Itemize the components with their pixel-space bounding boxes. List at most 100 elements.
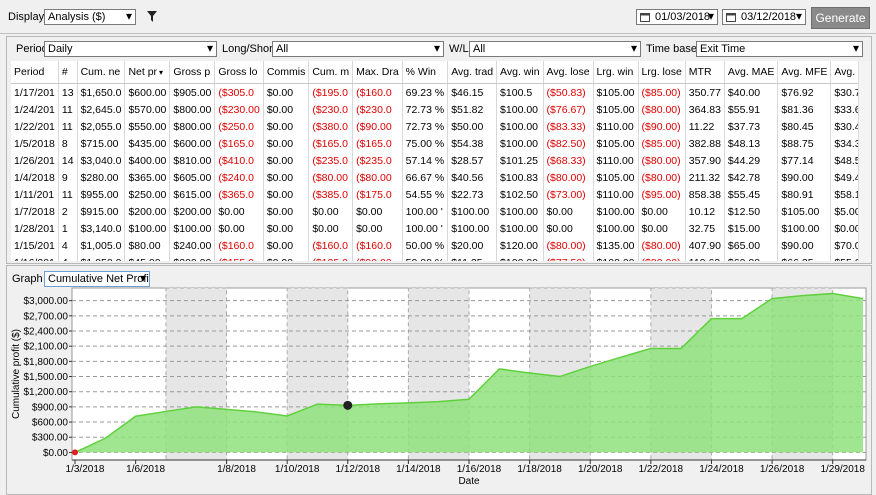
header-text: Net pr xyxy=(128,66,158,78)
table-cell: ($85.00) xyxy=(638,135,686,152)
generate-button[interactable]: Generate xyxy=(811,7,870,29)
table-cell: $100.00 xyxy=(496,254,544,261)
table-cell: ($160.0 xyxy=(214,237,264,254)
table-cell: $1,005.0 xyxy=(77,237,126,254)
table-cell: $0.00 xyxy=(263,203,310,220)
filter-icon[interactable] xyxy=(146,10,158,24)
start-date[interactable]: 01/03/2018 xyxy=(636,9,718,25)
table-cell: ($160.0 xyxy=(352,83,403,101)
column-header: Cum. ne xyxy=(77,61,126,84)
table-cell: $30.77 xyxy=(830,83,858,101)
table-cell: ($240.0 xyxy=(214,169,264,186)
table-row: 1/28/201 1 $3,140.0 $100.00 $100.00 $0.00 $0.0… xyxy=(11,220,858,237)
table-cell: ($235.0 xyxy=(352,152,403,169)
table-cell: $58.18 xyxy=(830,186,858,203)
table-cell: $49.44 xyxy=(830,169,858,186)
header-text: Cum. m xyxy=(312,66,350,78)
table-cell: ($90.00 xyxy=(352,118,403,135)
x-tick-label: 1/12/2018 xyxy=(336,464,381,475)
table-cell: 66.67 % xyxy=(402,169,449,186)
table-row: 1/26/201 14 $3,040.0 $400.00 $810.00 ($410.0 $… xyxy=(11,152,858,169)
table-row: 1/5/2018 8 $715.00 $435.00 $600.00 ($165.0 $0.… xyxy=(11,135,858,152)
table-cell: $105.00 xyxy=(593,101,639,118)
table-cell: ($195.0 xyxy=(308,83,354,101)
table-row: 1/22/201 11 $2,055.0 $550.00 $800.00 ($250.0 $… xyxy=(11,118,858,135)
table-cell: $105.00 xyxy=(777,203,832,220)
table-cell: 11 xyxy=(58,186,78,203)
table-cell: $22.73 xyxy=(447,186,498,203)
table-cell: $3,040.0 xyxy=(77,152,126,169)
table-cell: $570.00 xyxy=(124,101,171,118)
wl-select[interactable]: All xyxy=(469,41,641,57)
table-cell: $600.00 xyxy=(124,83,171,101)
table-cell: $435.00 xyxy=(124,135,171,152)
table-cell: $905.00 xyxy=(169,83,216,101)
column-header: Commis xyxy=(263,61,310,84)
table-cell: 4 xyxy=(58,254,78,261)
table-cell: $28.57 xyxy=(447,152,498,169)
table-cell: $200.00 xyxy=(169,254,216,261)
table-cell: $800.00 xyxy=(169,101,216,118)
x-axis-label: Date xyxy=(458,476,480,487)
table-cell: ($80.00 xyxy=(352,169,403,186)
table-row: 1/24/201 11 $2,645.0 $570.00 $800.00 ($230.00… xyxy=(11,101,858,118)
table-cell: $550.00 xyxy=(124,118,171,135)
graph-select[interactable]: Cumulative Net Profit xyxy=(44,271,150,287)
table-cell: $0.00 xyxy=(263,101,310,118)
stats-table: Period # Cum. ne Net pr ▾ Gross p Gross lo Comm… xyxy=(11,61,858,261)
long-short-select[interactable]: All xyxy=(272,41,444,57)
table-cell: $66.25 xyxy=(777,254,832,261)
table-cell: $80.45 xyxy=(777,118,832,135)
table-cell: $100.83 xyxy=(496,169,544,186)
table-cell: 1/5/2018 xyxy=(11,135,59,152)
table-row: 1/7/2018 2 $915.00 $200.00 $200.00 $0.00 $0.00… xyxy=(11,203,858,220)
time-base-select[interactable]: Exit Time xyxy=(696,41,863,57)
table-cell: 11 xyxy=(58,118,78,135)
table-cell: ($380.0 xyxy=(308,118,354,135)
table-cell: $80.91 xyxy=(777,186,832,203)
table-cell: 100.00 ' xyxy=(402,220,449,237)
table-cell: ($230.00 xyxy=(214,101,264,118)
header-text: Period xyxy=(14,66,45,78)
table-cell: $100.00 xyxy=(447,220,498,237)
column-header: Avg. trad xyxy=(447,61,498,84)
table-cell: $30.45 xyxy=(830,118,858,135)
table-cell: $70.00 xyxy=(830,237,858,254)
calendar-icon xyxy=(640,13,650,22)
table-cell: $0.00 xyxy=(263,152,310,169)
table-cell: $48.13 xyxy=(724,135,779,152)
table-cell: $60.00 xyxy=(724,254,779,261)
table-cell: $110.00 xyxy=(593,118,639,135)
column-header: Avg. MAE xyxy=(724,61,779,84)
scrollbar[interactable] xyxy=(858,61,871,261)
table-cell: 1/15/201 xyxy=(11,237,59,254)
table-cell: ($95.00) xyxy=(638,186,686,203)
header-text: Lrg. lose xyxy=(641,66,682,78)
table-cell: 1/11/201 xyxy=(11,186,59,203)
table-cell: 11 xyxy=(58,101,78,118)
table-cell: $90.00 xyxy=(777,237,832,254)
column-header: Avg. win xyxy=(496,61,544,84)
table-cell: $45.00 xyxy=(124,254,171,261)
table-cell: 4 xyxy=(58,237,78,254)
time-base-label: Time base xyxy=(646,43,697,55)
end-date[interactable]: 03/12/2018 xyxy=(722,9,806,25)
table-cell: 50.00 % xyxy=(402,237,449,254)
table-cell: 100.00 ' xyxy=(402,203,449,220)
display-select[interactable]: Analysis ($) xyxy=(44,9,136,25)
table-row: 1/4/2018 9 $280.00 $365.00 $605.00 ($240.0 $0.… xyxy=(11,169,858,186)
y-tick-label: $0.00 xyxy=(43,448,68,459)
table-cell: $33.64 xyxy=(830,101,858,118)
table-cell: 14 xyxy=(58,152,78,169)
table-cell: $100.00 xyxy=(496,203,544,220)
table-cell: $0.00 xyxy=(352,203,403,220)
table-cell: $105.00 xyxy=(593,135,639,152)
table-cell: $102.50 xyxy=(496,186,544,203)
table-cell: $11.25 xyxy=(447,254,498,261)
x-tick-label: 1/29/2018 xyxy=(820,464,865,475)
table-cell: $615.00 xyxy=(169,186,216,203)
table-cell: ($90.00 xyxy=(352,254,403,261)
period-select[interactable]: Daily xyxy=(44,41,217,57)
table-cell: $100.00 xyxy=(496,135,544,152)
